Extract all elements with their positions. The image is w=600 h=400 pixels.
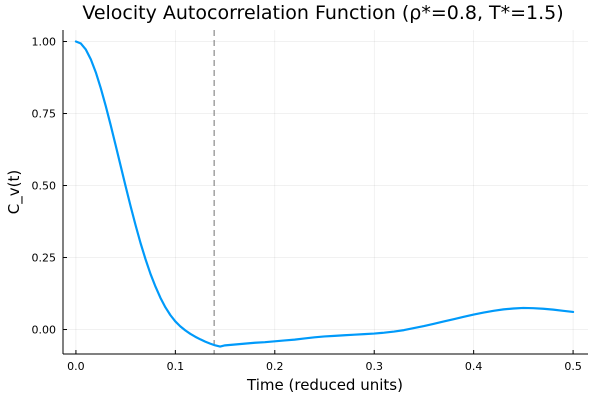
x-tick-label: 0.2	[266, 360, 284, 373]
x-tick-label: 0.4	[465, 360, 483, 373]
y-tick-label: 1.00	[32, 36, 57, 49]
x-axis-label: Time (reduced units)	[246, 376, 403, 394]
y-tick-label: 0.25	[32, 252, 57, 265]
x-tick-label: 0.0	[67, 360, 85, 373]
chart-title: Velocity Autocorrelation Function (ρ*=0.…	[82, 2, 563, 24]
series-line	[74, 40, 575, 348]
y-tick-label: 0.00	[32, 324, 57, 337]
x-tick-label: 0.5	[564, 360, 582, 373]
grid	[63, 30, 588, 354]
series-group	[74, 40, 575, 348]
x-tick-label: 0.1	[167, 360, 185, 373]
x-ticks: 0.0 0.1 0.2 0.3 0.4 0.5	[67, 350, 582, 373]
y-tick-label: 0.50	[32, 180, 57, 193]
y-axis-label: C_v(t)	[5, 170, 24, 214]
y-ticks: 0.00 0.25 0.50 0.75 1.00	[32, 36, 67, 337]
y-tick-label: 0.75	[32, 108, 57, 121]
x-tick-label: 0.3	[365, 360, 383, 373]
axes	[62, 30, 588, 355]
